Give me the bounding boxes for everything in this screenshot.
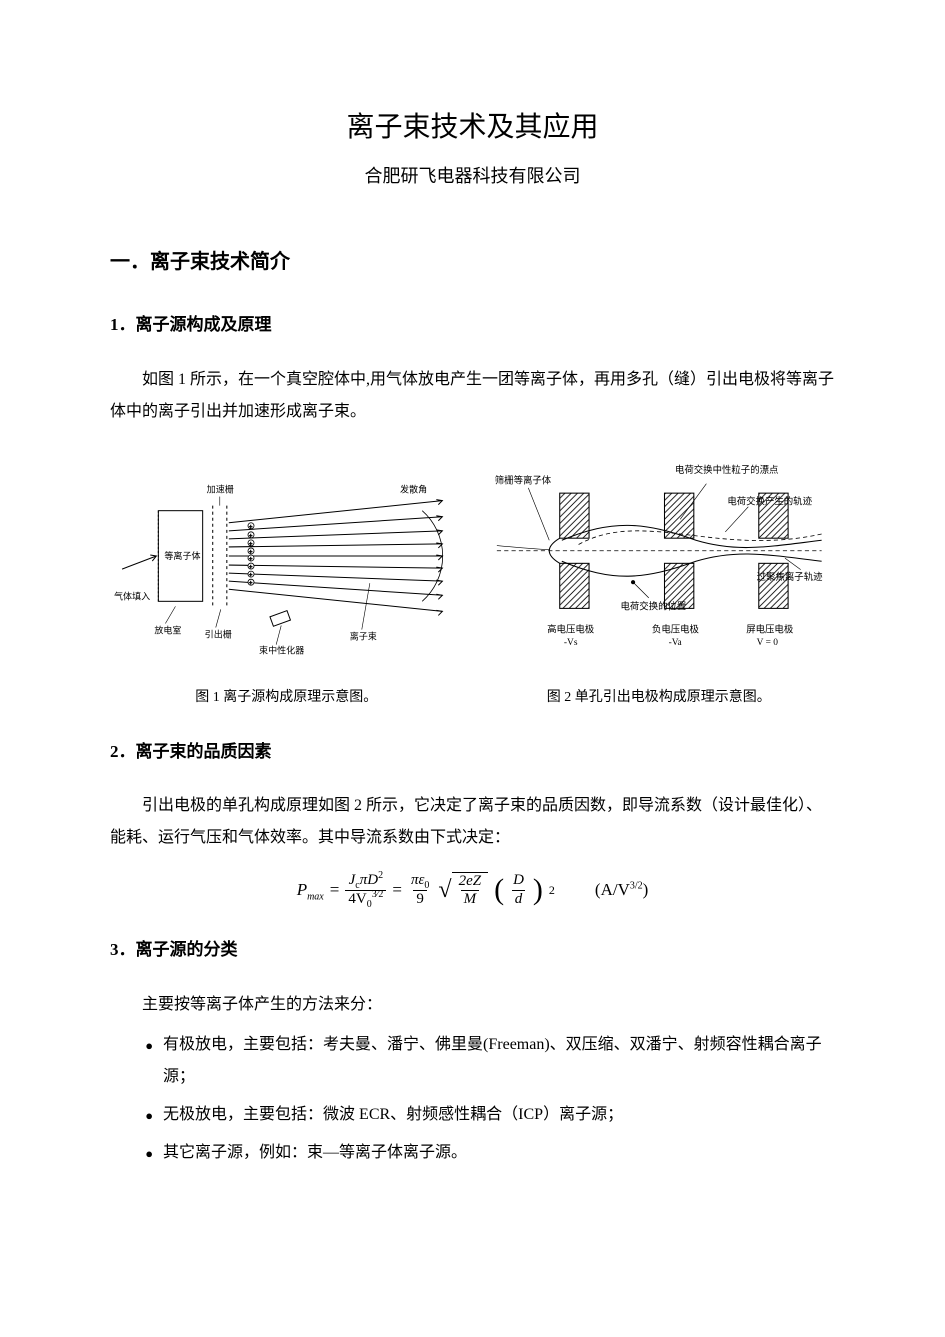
fig2-label-grid1v: -Vs bbox=[563, 638, 577, 648]
section-1-2-para: 引出电极的单孔构成原理如图 2 所示，它决定了离子束的品质因数，即导流系数（设计… bbox=[110, 790, 835, 854]
list-item-text: 有极放电，主要包括：考夫曼、潘宁、佛里曼(Freeman)、双压缩、双潘宁、射频… bbox=[163, 1029, 835, 1093]
document-subtitle: 合肥研飞电器科技有限公司 bbox=[110, 159, 835, 193]
figure-2-svg: 筛栅等离子体 电荷交换中性粒子的漂点 电荷交换产生的轨迹 电荷交换的位置 过聚焦… bbox=[483, 446, 836, 666]
fig2-label-gen: 电荷交换产生的轨迹 bbox=[727, 495, 812, 507]
bullet-icon: ● bbox=[145, 1099, 153, 1131]
eq-m1-num-b-sup: 2 bbox=[378, 870, 383, 881]
figure-2: 筛栅等离子体 电荷交换中性粒子的漂点 电荷交换产生的轨迹 电荷交换的位置 过聚焦… bbox=[483, 446, 836, 677]
section-1-2-heading: 2．离子束的品质因素 bbox=[110, 736, 835, 768]
section-1-heading: 一．离子束技术简介 bbox=[110, 243, 835, 281]
list-item: ● 有极放电，主要包括：考夫曼、潘宁、佛里曼(Freeman)、双压缩、双潘宁、… bbox=[145, 1029, 835, 1093]
classification-list: ● 有极放电，主要包括：考夫曼、潘宁、佛里曼(Freeman)、双压缩、双潘宁、… bbox=[145, 1029, 835, 1169]
svg-text:+: + bbox=[249, 565, 253, 571]
eq-sqrt-den: M bbox=[461, 890, 480, 908]
eq-m1-num-b: πD bbox=[360, 872, 378, 888]
eq-m2-den: 9 bbox=[413, 890, 427, 908]
fig1-label-gasin: 气体填入 bbox=[114, 590, 150, 601]
eq-paren-den: d bbox=[512, 890, 526, 908]
equation-pmax: Pmax = JcπD2 4V03⁄2 = πε0 9 √ 2eZ M ( bbox=[110, 872, 835, 909]
list-item-text: 其它离子源，例如：束—等离子体离子源。 bbox=[163, 1137, 467, 1169]
eq-unit-close: ) bbox=[643, 880, 649, 899]
fig2-label-grid3: 屏电压电极 bbox=[746, 623, 794, 635]
section-1-3-heading: 3．离子源的分类 bbox=[110, 934, 835, 966]
fig2-label-exchange: 电荷交换的位置 bbox=[620, 600, 686, 612]
svg-text:+: + bbox=[249, 542, 253, 548]
fig1-label-plasma: 等离子体 bbox=[164, 550, 200, 561]
eq-unit-sup: 3/2 bbox=[630, 880, 643, 891]
bullet-icon: ● bbox=[145, 1029, 153, 1093]
list-item-text: 无极放电，主要包括：微波 ECR、射频感性耦合（ICP）离子源； bbox=[163, 1099, 623, 1131]
fig2-label-plasma: 筛栅等离子体 bbox=[494, 474, 551, 486]
list-item: ● 其它离子源，例如：束—等离子体离子源。 bbox=[145, 1137, 835, 1169]
svg-text:+: + bbox=[249, 557, 253, 563]
fig2-label-grid2: 负电压电极 bbox=[651, 623, 699, 635]
fig1-label-chamber: 放电室 bbox=[154, 624, 181, 635]
eq-paren-num: D bbox=[510, 872, 527, 889]
eq-lhs-sub: max bbox=[307, 891, 324, 902]
bullet-icon: ● bbox=[145, 1137, 153, 1169]
figure-1: + + + + + + + + bbox=[110, 446, 463, 677]
eq-lhs: P bbox=[297, 880, 307, 899]
figure-1-caption: 图 1 离子源构成原理示意图。 bbox=[110, 685, 463, 712]
eq-m1-den-sup: 3⁄2 bbox=[372, 889, 384, 900]
eq-m1-den-a: 4V bbox=[348, 891, 366, 907]
fig2-label-grid3v: V = 0 bbox=[756, 638, 778, 648]
fig1-label-grid: 引出栅 bbox=[205, 628, 232, 639]
svg-text:+: + bbox=[249, 524, 253, 530]
svg-text:+: + bbox=[249, 581, 253, 587]
fig1-label-beam: 离子束 bbox=[350, 630, 377, 641]
document-title: 离子束技术及其应用 bbox=[110, 100, 835, 153]
eq-m1-den-sub: 0 bbox=[367, 899, 372, 910]
fig2-label-overfocus: 过聚焦离子轨迹 bbox=[756, 571, 822, 583]
section-1-1-para: 如图 1 所示，在一个真空腔体中,用气体放电产生一团等离子体，再用多孔（缝）引出… bbox=[110, 364, 835, 428]
figure-1-svg: + + + + + + + + bbox=[110, 446, 463, 666]
fig1-label-neutralizer: 束中性化器 bbox=[259, 644, 304, 655]
figure-2-caption: 图 2 单孔引出电极构成原理示意图。 bbox=[483, 685, 836, 712]
eq-sqrt-num: 2eZ bbox=[456, 873, 485, 890]
fig1-label-accelerator: 加速栅 bbox=[207, 483, 234, 494]
eq-m2-num: πε bbox=[411, 872, 424, 888]
svg-text:+: + bbox=[249, 573, 253, 579]
fig1-label-diffuse: 发散角 bbox=[400, 483, 427, 494]
section-1-3-intro: 主要按等离子体产生的方法来分： bbox=[110, 989, 835, 1021]
fig2-label-grid1: 高电压电极 bbox=[547, 623, 595, 635]
eq-unit-open: (A/V bbox=[595, 880, 630, 899]
list-item: ● 无极放电，主要包括：微波 ECR、射频感性耦合（ICP）离子源； bbox=[145, 1099, 835, 1131]
captions-row: 图 1 离子源构成原理示意图。 图 2 单孔引出电极构成原理示意图。 bbox=[110, 685, 835, 712]
fig2-label-grid2v: -Va bbox=[668, 638, 682, 648]
svg-text:+: + bbox=[249, 534, 253, 540]
figures-row: + + + + + + + + bbox=[110, 446, 835, 677]
section-1-1-heading: 1．离子源构成及原理 bbox=[110, 309, 835, 341]
fig2-label-neutral: 电荷交换中性粒子的漂点 bbox=[674, 464, 777, 476]
